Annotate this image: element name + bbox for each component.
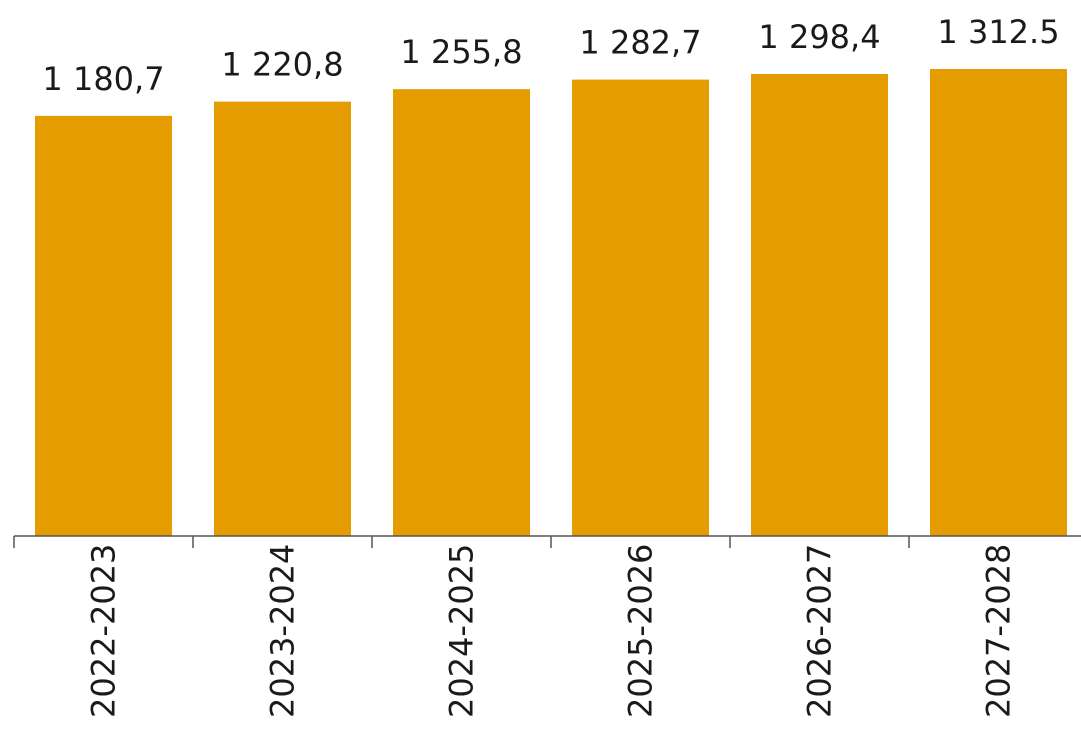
data-label-2026-2027: 1 298,4: [758, 18, 880, 56]
data-label-2025-2026: 1 282,7: [579, 24, 701, 62]
x-tick-labels-group: 2022-2023 2023-2024 2024-2025 2025-2026 2026…: [85, 544, 1018, 718]
data-label-2023-2024: 1 220,8: [221, 46, 343, 84]
x-tick-label-2026-2027: 2026-2027: [801, 544, 839, 718]
bars-group: [35, 69, 1067, 537]
bar-2022-2023: [35, 115, 172, 537]
data-label-2027-2028: 1 312.5: [937, 13, 1059, 51]
bar-2027-2028: [930, 69, 1067, 536]
bar-2026-2027: [751, 74, 888, 537]
x-tick-label-2027-2028: 2027-2028: [980, 544, 1018, 718]
data-label-2022-2023: 1 180,7: [42, 60, 164, 98]
bar-2024-2025: [393, 89, 530, 536]
data-label-2024-2025: 1 255,8: [400, 33, 522, 71]
data-labels-group: 1 180,7 1 220,8 1 255,8 1 282,7 1 298,4 1 312…: [42, 13, 1059, 98]
x-tick-label-2025-2026: 2025-2026: [622, 544, 660, 718]
x-axis: [13, 535, 1081, 548]
bar-2023-2024: [214, 101, 351, 536]
x-tick-label-2022-2023: 2022-2023: [85, 544, 123, 718]
bar-2025-2026: [572, 79, 709, 537]
x-tick-label-2023-2024: 2023-2024: [264, 544, 302, 718]
x-tick-label-2024-2025: 2024-2025: [443, 544, 481, 718]
